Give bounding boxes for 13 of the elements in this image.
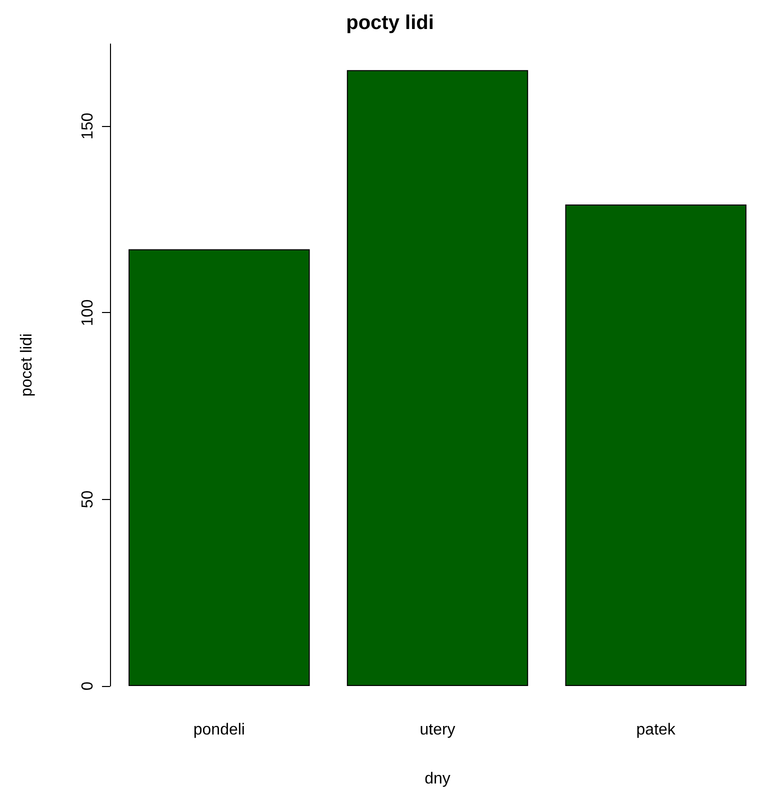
bar <box>128 249 310 686</box>
x-tick-label: patek <box>636 722 676 738</box>
x-axis-title: dny <box>424 770 450 788</box>
bar <box>565 204 746 686</box>
x-tick-label: pondeli <box>193 722 245 738</box>
x-tick-label: utery <box>420 722 456 738</box>
y-axis-title: pocet lidi <box>18 333 36 397</box>
y-tick-label: 150 <box>80 112 96 140</box>
y-tick-label: 0 <box>80 681 96 690</box>
chart-title: pocty lidi <box>346 12 434 34</box>
y-tick-label: 100 <box>80 299 96 326</box>
y-tick-label: 50 <box>80 490 96 508</box>
bar <box>346 70 528 686</box>
